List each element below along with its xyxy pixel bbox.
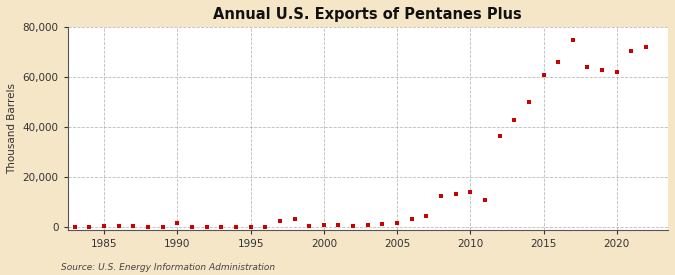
Point [84, 224, 95, 229]
Point [216, 225, 227, 229]
Point [524, 100, 535, 104]
Point [186, 225, 197, 229]
Point [450, 191, 461, 196]
Point [553, 60, 564, 64]
Point [479, 197, 490, 202]
Point [362, 223, 373, 227]
Y-axis label: Thousand Barrels: Thousand Barrels [7, 83, 17, 174]
Point [509, 118, 520, 122]
Point [260, 225, 271, 229]
Point [142, 224, 153, 229]
Point [421, 214, 432, 218]
Point [641, 45, 651, 50]
Text: Source: U.S. Energy Information Administration: Source: U.S. Energy Information Administ… [61, 263, 275, 272]
Point [392, 221, 402, 225]
Point [319, 223, 329, 227]
Point [494, 134, 505, 138]
Point [568, 38, 578, 42]
Point [172, 221, 183, 225]
Point [465, 190, 476, 194]
Point [435, 194, 446, 198]
Point [333, 222, 344, 227]
Point [377, 222, 388, 227]
Point [289, 217, 300, 221]
Point [582, 65, 593, 70]
Point [70, 225, 80, 229]
Point [157, 225, 168, 229]
Point [348, 223, 358, 228]
Point [538, 73, 549, 77]
Point [612, 70, 622, 75]
Point [231, 225, 242, 229]
Point [245, 225, 256, 229]
Point [128, 224, 139, 229]
Point [626, 49, 637, 53]
Point [275, 218, 286, 223]
Point [597, 68, 608, 72]
Point [406, 216, 417, 221]
Title: Annual U.S. Exports of Pentanes Plus: Annual U.S. Exports of Pentanes Plus [213, 7, 522, 22]
Point [304, 223, 315, 228]
Point [201, 225, 212, 229]
Point [113, 224, 124, 228]
Point [99, 224, 109, 229]
